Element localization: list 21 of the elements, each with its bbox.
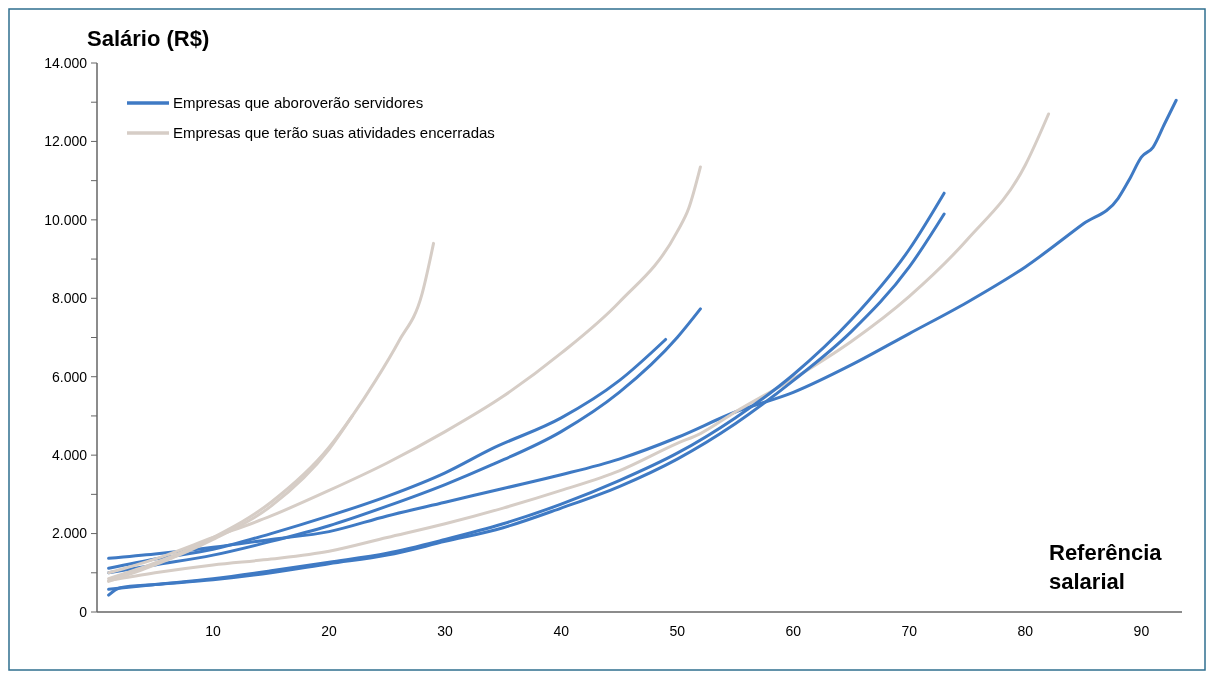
y-tick-label: 12.000 bbox=[44, 133, 88, 150]
x-tick-label: 50 bbox=[669, 623, 686, 639]
x-tick-label: 30 bbox=[437, 623, 454, 639]
y-tick-label: 8.000 bbox=[51, 290, 88, 307]
x-tick-label: 70 bbox=[901, 623, 918, 639]
x-tick-label: 40 bbox=[553, 623, 570, 639]
x-tick-label: 80 bbox=[1017, 623, 1034, 639]
x-tick-label: 20 bbox=[321, 623, 338, 639]
y-tick-label: 4.000 bbox=[51, 447, 88, 464]
y-tick-label: 14.000 bbox=[44, 54, 88, 71]
x-tick-label: 10 bbox=[205, 623, 222, 639]
x-tick-label: 60 bbox=[785, 623, 802, 639]
x-axis-title: Referência salarial bbox=[1049, 540, 1163, 594]
y-tick-label: 6.000 bbox=[51, 368, 88, 385]
y-axis-title: Salário (R$) bbox=[87, 26, 210, 51]
legend-label: Empresas que terão suas atividades encerradas bbox=[173, 124, 495, 142]
y-tick-label: 2.000 bbox=[51, 525, 88, 542]
y-tick-label: 0 bbox=[79, 603, 88, 620]
x-tick-label: 90 bbox=[1133, 623, 1150, 639]
y-tick-label: 10.000 bbox=[44, 211, 88, 228]
legend-label: Empresas que aboroverão servidores bbox=[173, 94, 424, 112]
